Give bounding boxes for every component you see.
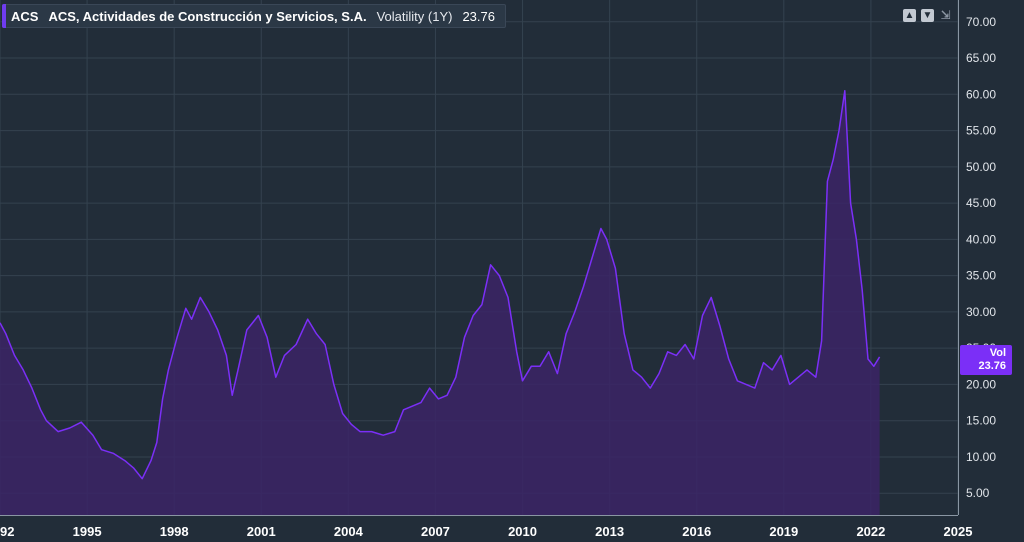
x-tick-label: 2007: [421, 524, 450, 539]
y-tick-label: 35.00: [966, 269, 996, 283]
y-tick-label: 40.00: [966, 232, 996, 246]
indicator-name: Volatility (1Y): [376, 8, 453, 24]
last-value-badge: Vol 23.76: [960, 345, 1012, 375]
indicator-value: 23.76: [462, 8, 495, 24]
x-tick-label: 1995: [73, 524, 102, 539]
badge-label: Vol: [989, 347, 1006, 359]
x-tick-label: 2022: [856, 524, 885, 539]
y-tick-label: 5.00: [966, 486, 990, 500]
x-tick-label: 1998: [160, 524, 189, 539]
arrow-down-icon[interactable]: ▼: [921, 9, 934, 22]
arrow-up-icon[interactable]: ▲: [903, 9, 916, 22]
ticker-symbol: ACS: [11, 8, 39, 24]
x-tick-label: 2019: [769, 524, 798, 539]
x-tick-label: 2016: [682, 524, 711, 539]
chart-legend-header[interactable]: ACS ACS, Actividades de Construcción y S…: [2, 4, 506, 28]
y-tick-label: 15.00: [966, 414, 996, 428]
y-tick-label: 20.00: [966, 377, 996, 391]
volatility-area: [0, 90, 880, 515]
y-tick-label: 50.00: [966, 160, 996, 174]
x-tick-label: 2010: [508, 524, 537, 539]
x-tick-label: 2013: [595, 524, 624, 539]
badge-value: 23.76: [978, 360, 1006, 372]
x-tick-label: 2025: [944, 524, 973, 539]
collapse-icon[interactable]: ⇲: [940, 8, 951, 22]
x-tick-label: 2001: [247, 524, 276, 539]
volatility-line: [0, 89, 881, 480]
y-tick-label: 55.00: [966, 124, 996, 138]
x-tick-label: 92: [0, 524, 14, 539]
y-tick-label: 10.00: [966, 450, 996, 464]
y-tick-label: 70.00: [966, 15, 996, 29]
series-color-swatch: [2, 4, 6, 28]
y-tick-label: 45.00: [966, 196, 996, 210]
company-name: ACS, Actividades de Construcción y Servi…: [48, 8, 367, 24]
y-tick-label: 60.00: [966, 87, 996, 101]
y-axis-ticks: 5.0010.0015.0020.0025.0030.0035.0040.004…: [966, 15, 996, 500]
y-tick-label: 65.00: [966, 51, 996, 65]
x-tick-label: 2004: [334, 524, 364, 539]
y-tick-label: 30.00: [966, 305, 996, 319]
x-axis-ticks: 92 1995 1998 2001 2004 2007 2010 2013 2016 2019 20…: [0, 524, 972, 539]
